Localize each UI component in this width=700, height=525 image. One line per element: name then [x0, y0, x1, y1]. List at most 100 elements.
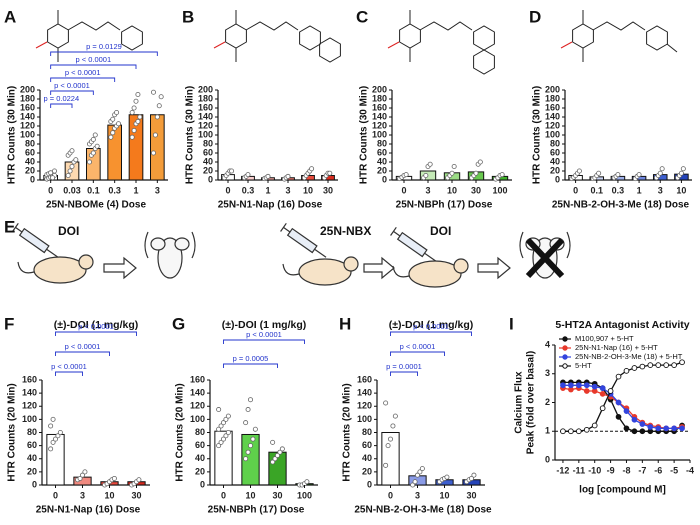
x-tick-label: 0.1: [590, 185, 603, 195]
p-value: p = 0.0005: [233, 354, 269, 363]
panel-letter: I: [509, 314, 514, 333]
data-point: [114, 110, 120, 116]
y-tick-label: 60: [27, 440, 37, 450]
data-point: [631, 428, 638, 435]
data-point: [639, 428, 646, 435]
x-tick-label: 10: [447, 185, 457, 195]
syringe: [390, 226, 437, 262]
y-tick-label: 0: [200, 479, 205, 489]
ring: [299, 25, 321, 51]
y-tick-label: 100: [545, 129, 560, 139]
ring: [572, 23, 594, 49]
data-point: [615, 399, 622, 406]
data-point: [111, 475, 117, 481]
y-tick-label: 40: [195, 453, 205, 463]
y-tick-label: 120: [20, 120, 35, 130]
significance-bracket: [55, 371, 83, 376]
p-value: p = 0.0224: [43, 94, 79, 103]
x-tick-label: -9: [607, 465, 615, 475]
x-tick-label: 0: [401, 185, 406, 195]
data-point: [576, 168, 582, 174]
data-point: [57, 429, 63, 435]
data-point: [392, 413, 398, 419]
data-point: [69, 148, 75, 154]
y-tick-label: 160: [545, 102, 560, 112]
x-tick-label: 3: [658, 185, 663, 195]
significance-bracket: [390, 331, 472, 336]
ring: [473, 25, 495, 51]
data-point: [73, 157, 79, 163]
data-point: [216, 443, 222, 449]
data-point: [309, 166, 315, 172]
y-tick-label: 140: [545, 111, 560, 121]
data-point: [599, 385, 606, 391]
y-tick-label: 0: [367, 479, 372, 489]
chemical-structure: [387, 10, 495, 75]
data-point: [129, 134, 135, 140]
y-tick-label: 80: [27, 427, 37, 437]
data-point: [583, 388, 590, 394]
data-point: [90, 150, 96, 156]
data-point: [657, 170, 663, 176]
data-point: [623, 425, 630, 432]
ring: [473, 49, 495, 75]
data-point: [636, 172, 642, 178]
data-point: [48, 446, 54, 452]
data-point: [245, 449, 251, 455]
nitro: [387, 41, 400, 49]
data-point: [560, 382, 566, 389]
data-point: [383, 462, 389, 468]
y-tick-label: 20: [27, 466, 37, 476]
data-point: [451, 163, 457, 169]
data-point: [285, 173, 291, 179]
x-tick-label: 0.1: [87, 185, 100, 195]
significance-bracket: [50, 51, 158, 56]
data-point: [639, 421, 646, 427]
data-point: [410, 482, 416, 488]
data-point: [250, 436, 256, 442]
significance-bracket: [50, 103, 73, 108]
y-tick-label: 20: [377, 165, 387, 175]
data-point: [583, 426, 590, 433]
significance-bracket: [50, 77, 116, 82]
data-point: [223, 416, 229, 422]
data-point: [270, 459, 276, 465]
panel-letter: D: [529, 7, 541, 26]
y-tick-label: 140: [372, 111, 387, 121]
data-point: [80, 472, 86, 478]
x-axis-label: log [compound M]: [579, 485, 666, 496]
p-value: p < 0.0001: [75, 55, 111, 64]
y-tick-label: 40: [362, 453, 372, 463]
y-axis-label: HTR Counts (30 Min): [532, 86, 543, 184]
x-axis-label: 25N-NBOMe (4) Dose: [46, 200, 146, 211]
data-point: [423, 172, 429, 178]
y-axis-label: Peak (fold over basal): [526, 351, 537, 454]
y-tick-label: 160: [20, 102, 35, 112]
data-point: [274, 452, 280, 458]
legend-label: 25N-N1-Nap (16) + 5-HT: [575, 343, 658, 352]
y-tick-label: 160: [198, 102, 213, 112]
data-point: [53, 436, 59, 442]
data-point: [229, 168, 235, 174]
x-tick-label: 0: [388, 490, 393, 500]
x-tick-label: 3: [285, 185, 290, 195]
x-tick-label: 10: [676, 185, 686, 195]
p-value: p = 0.0001: [386, 362, 422, 371]
data-point: [150, 150, 156, 156]
x-tick-label: 30: [131, 490, 141, 500]
ring: [319, 37, 341, 63]
y-tick-label: 0: [382, 174, 387, 184]
ring: [121, 25, 143, 51]
data-point: [265, 173, 271, 179]
x-tick-label: 0: [221, 490, 226, 500]
y-tick-label: 160: [190, 374, 205, 384]
y-tick-label: 140: [190, 388, 205, 398]
data-point: [48, 170, 54, 176]
y-tick-label: 200: [198, 84, 213, 94]
legend-marker: [562, 345, 568, 351]
legend-label: 25N-NB-2-OH-3-Me (18) + 5-HT: [575, 352, 683, 361]
schematic: [12, 222, 571, 288]
y-tick-label: 40: [27, 453, 37, 463]
y-axis-label: HTR Counts (20 Min): [342, 383, 353, 481]
p-value: p < 0.0001: [65, 68, 101, 77]
